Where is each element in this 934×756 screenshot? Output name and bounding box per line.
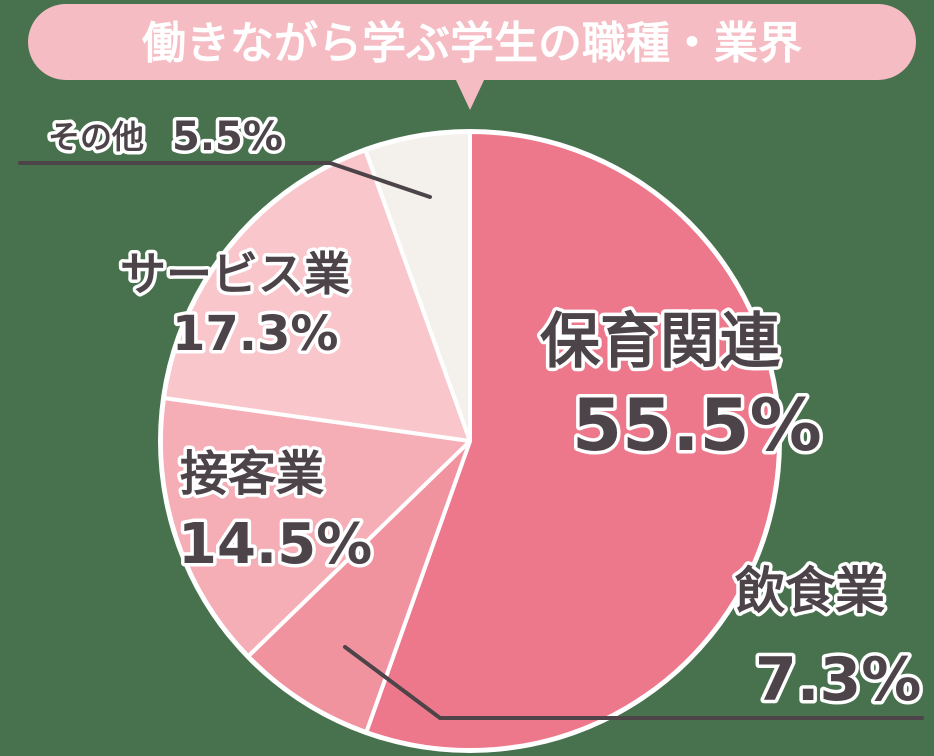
label-other-name: その他 (48, 118, 144, 156)
label-hoiku-value: 55.5% (572, 383, 822, 467)
label-service-value: 17.3% (172, 306, 339, 362)
label-inshoku-value: 7.3% (755, 645, 921, 715)
pie-slice (363, 130, 472, 443)
title-bubble: 働きながら学ぶ学生の職種・業界 (28, 4, 916, 110)
leader-line-inshoku (343, 645, 924, 720)
label-hoiku-name: 保育関連 (540, 307, 781, 377)
label-sekkyaku-value: 14.5% (178, 512, 372, 577)
pie-slices (158, 129, 782, 753)
chart-title: 働きながら学ぶ学生の職種・業界 (142, 18, 802, 69)
label-service-name: サービス業 (120, 247, 350, 301)
label-other-value: 5.5% (172, 114, 283, 160)
pie-slice (159, 395, 472, 659)
leader-line-other (18, 161, 432, 199)
pie-slice (364, 130, 781, 752)
label-inshoku-name: 飲食業 (735, 562, 885, 620)
pie-slice (246, 439, 472, 735)
label-sekkyaku-name: 接客業 (180, 446, 324, 502)
